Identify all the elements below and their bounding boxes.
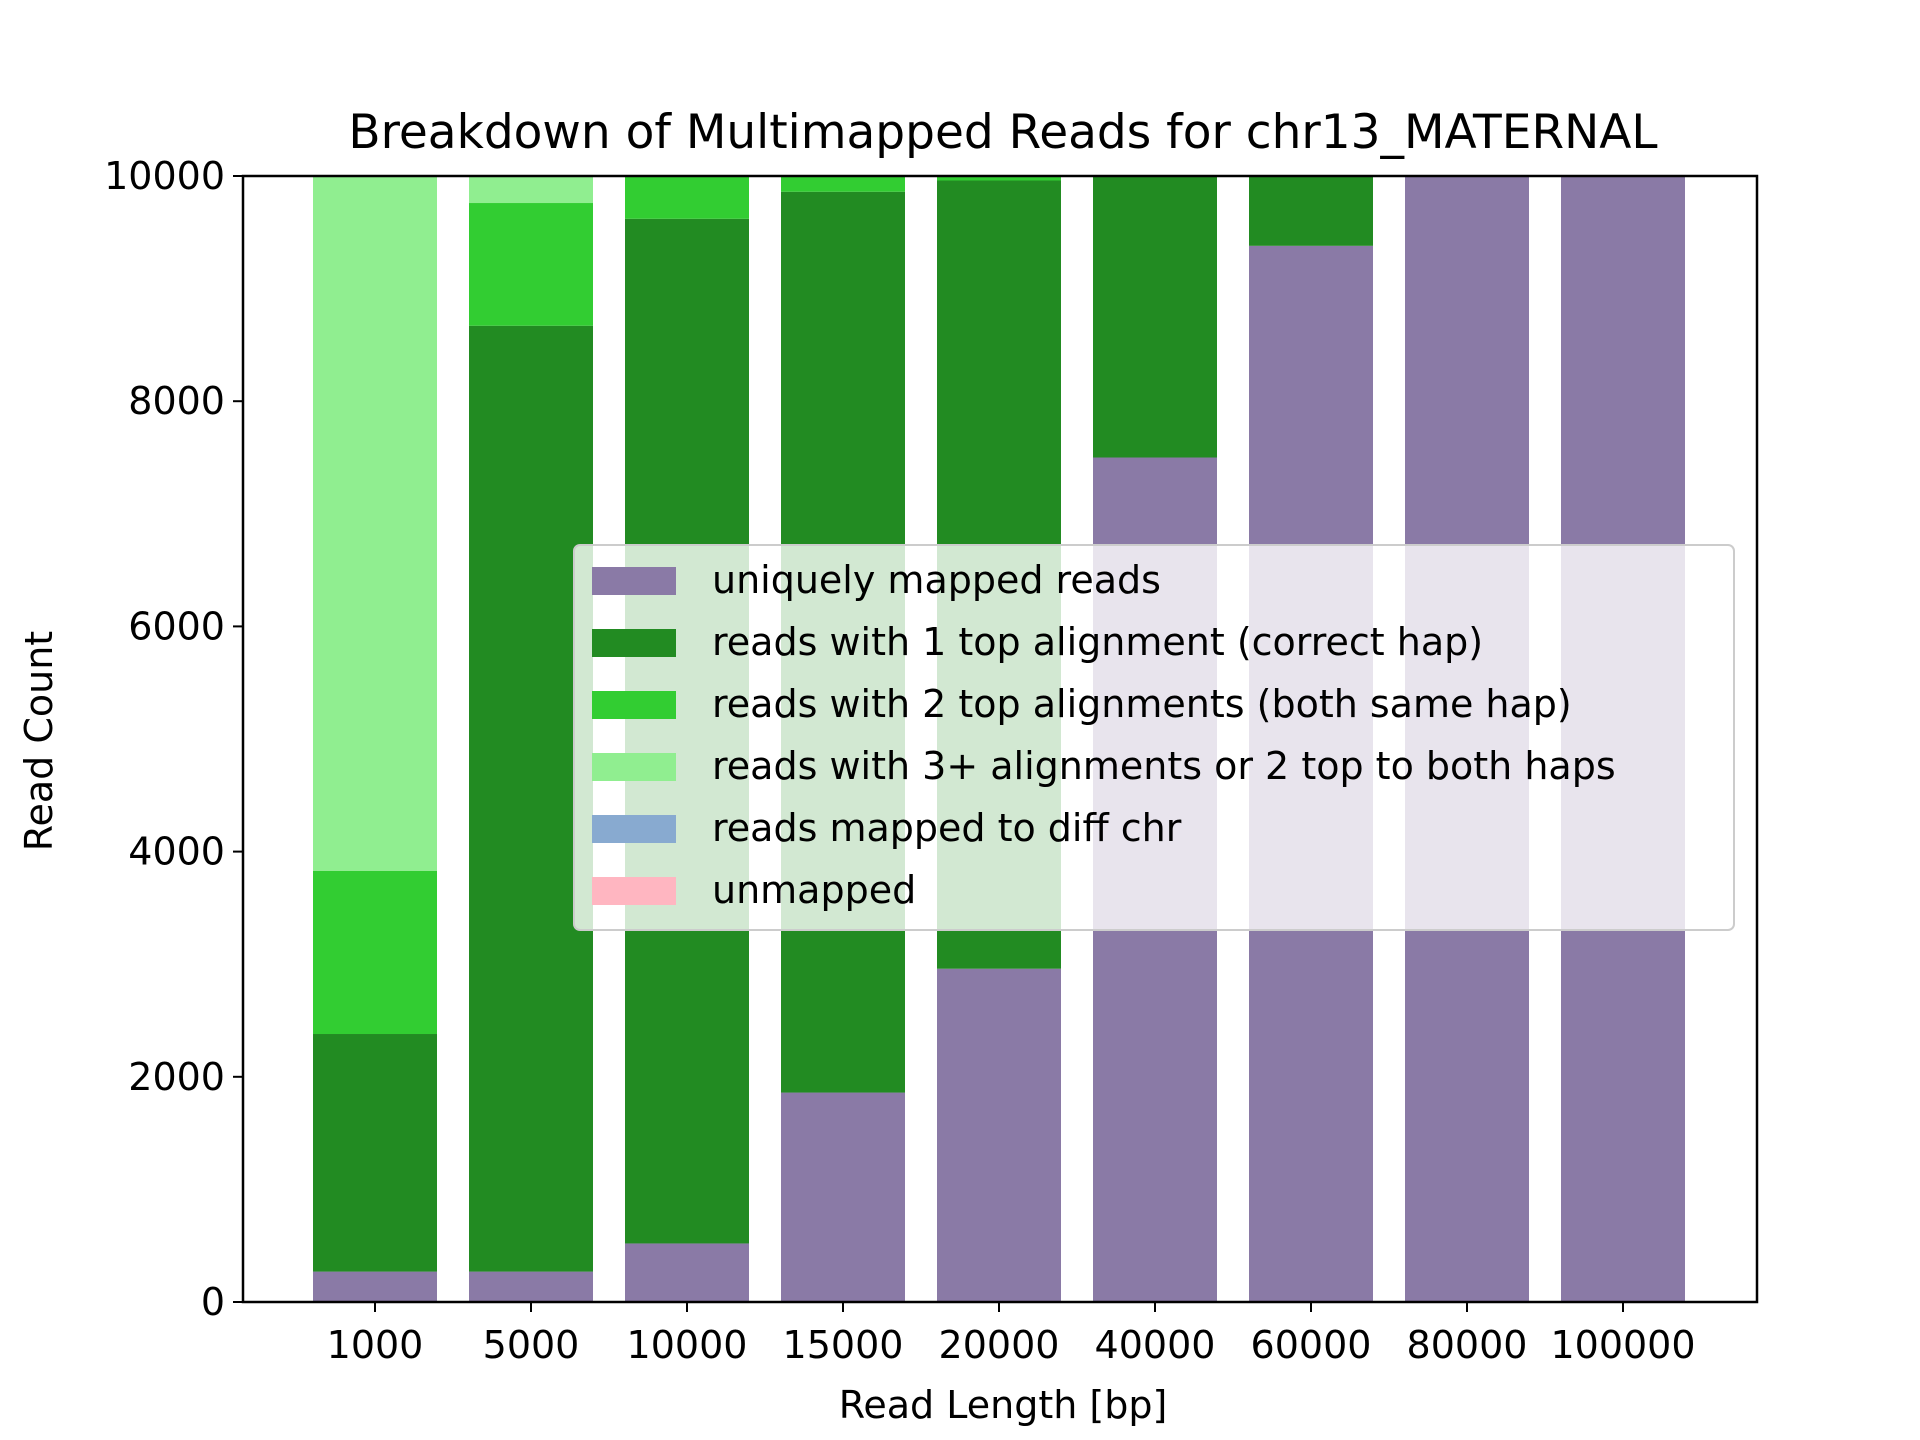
x-tick-label: 60000: [1251, 1323, 1372, 1367]
y-tick-label: 4000: [128, 830, 225, 874]
bar-5000-series-1: [469, 325, 593, 1272]
bars-layer: [313, 176, 1685, 1302]
legend-swatch: [592, 753, 676, 781]
x-tick-label: 15000: [783, 1323, 904, 1367]
chart-title: Breakdown of Multimapped Reads for chr13…: [348, 105, 1657, 160]
legend-swatch: [592, 567, 676, 595]
x-axis-label: Read Length [bp]: [839, 1383, 1168, 1427]
legend-label: reads with 1 top alignment (correct hap): [712, 620, 1483, 664]
x-tick-label: 5000: [483, 1323, 580, 1367]
bar-5000-series-3: [469, 176, 593, 204]
bar-10000-series-0: [625, 1243, 749, 1302]
bar-20000-series-0: [937, 968, 1061, 1302]
x-tick-label: 1000: [327, 1323, 424, 1367]
y-tick-label: 2000: [128, 1055, 225, 1099]
legend-swatch: [592, 815, 676, 843]
bar-5000-series-2: [469, 203, 593, 326]
bar-5000-series-0: [469, 1271, 593, 1302]
legend-label: unmapped: [712, 868, 916, 912]
bar-1000-series-3: [313, 176, 437, 871]
bar-20000-series-2: [937, 176, 1061, 181]
bar-10000-series-2: [625, 176, 749, 219]
y-tick-label: 10000: [104, 154, 225, 198]
y-axis-label: Read Count: [17, 631, 61, 851]
x-tick-label: 80000: [1407, 1323, 1528, 1367]
y-tick-label: 6000: [128, 604, 225, 648]
legend-swatch: [592, 629, 676, 657]
bar-15000-series-0: [781, 1092, 905, 1302]
legend: uniquely mapped reads reads with 1 top al…: [573, 544, 1735, 931]
bar-1000-series-2: [313, 870, 437, 1035]
bar-1000-series-1: [313, 1034, 437, 1272]
bar-60000-series-1: [1249, 176, 1373, 246]
legend-box: [573, 544, 1735, 931]
x-tick-label: 100000: [1550, 1323, 1695, 1367]
legend-label: reads with 3+ alignments or 2 top to bot…: [712, 744, 1616, 788]
x-axis-ticks: 1000 5000 10000 15000 20000 40000 60000 80000 10…: [327, 1302, 1696, 1367]
legend-label: reads mapped to diff chr: [712, 806, 1182, 850]
legend-label: reads with 2 top alignments (both same h…: [712, 682, 1572, 726]
legend-label: uniquely mapped reads: [712, 558, 1161, 602]
x-tick-label: 10000: [627, 1323, 748, 1367]
legend-swatch: [592, 877, 676, 905]
y-tick-label: 0: [201, 1280, 225, 1324]
bar-40000-series-1: [1093, 176, 1217, 458]
bar-15000-series-2: [781, 176, 905, 192]
y-tick-label: 8000: [128, 379, 225, 423]
x-tick-label: 40000: [1095, 1323, 1216, 1367]
legend-swatch: [592, 691, 676, 719]
bar-1000-series-0: [313, 1271, 437, 1302]
x-tick-label: 20000: [939, 1323, 1060, 1367]
y-axis-ticks: 0 2000 4000 6000 8000 10000: [104, 154, 243, 1324]
